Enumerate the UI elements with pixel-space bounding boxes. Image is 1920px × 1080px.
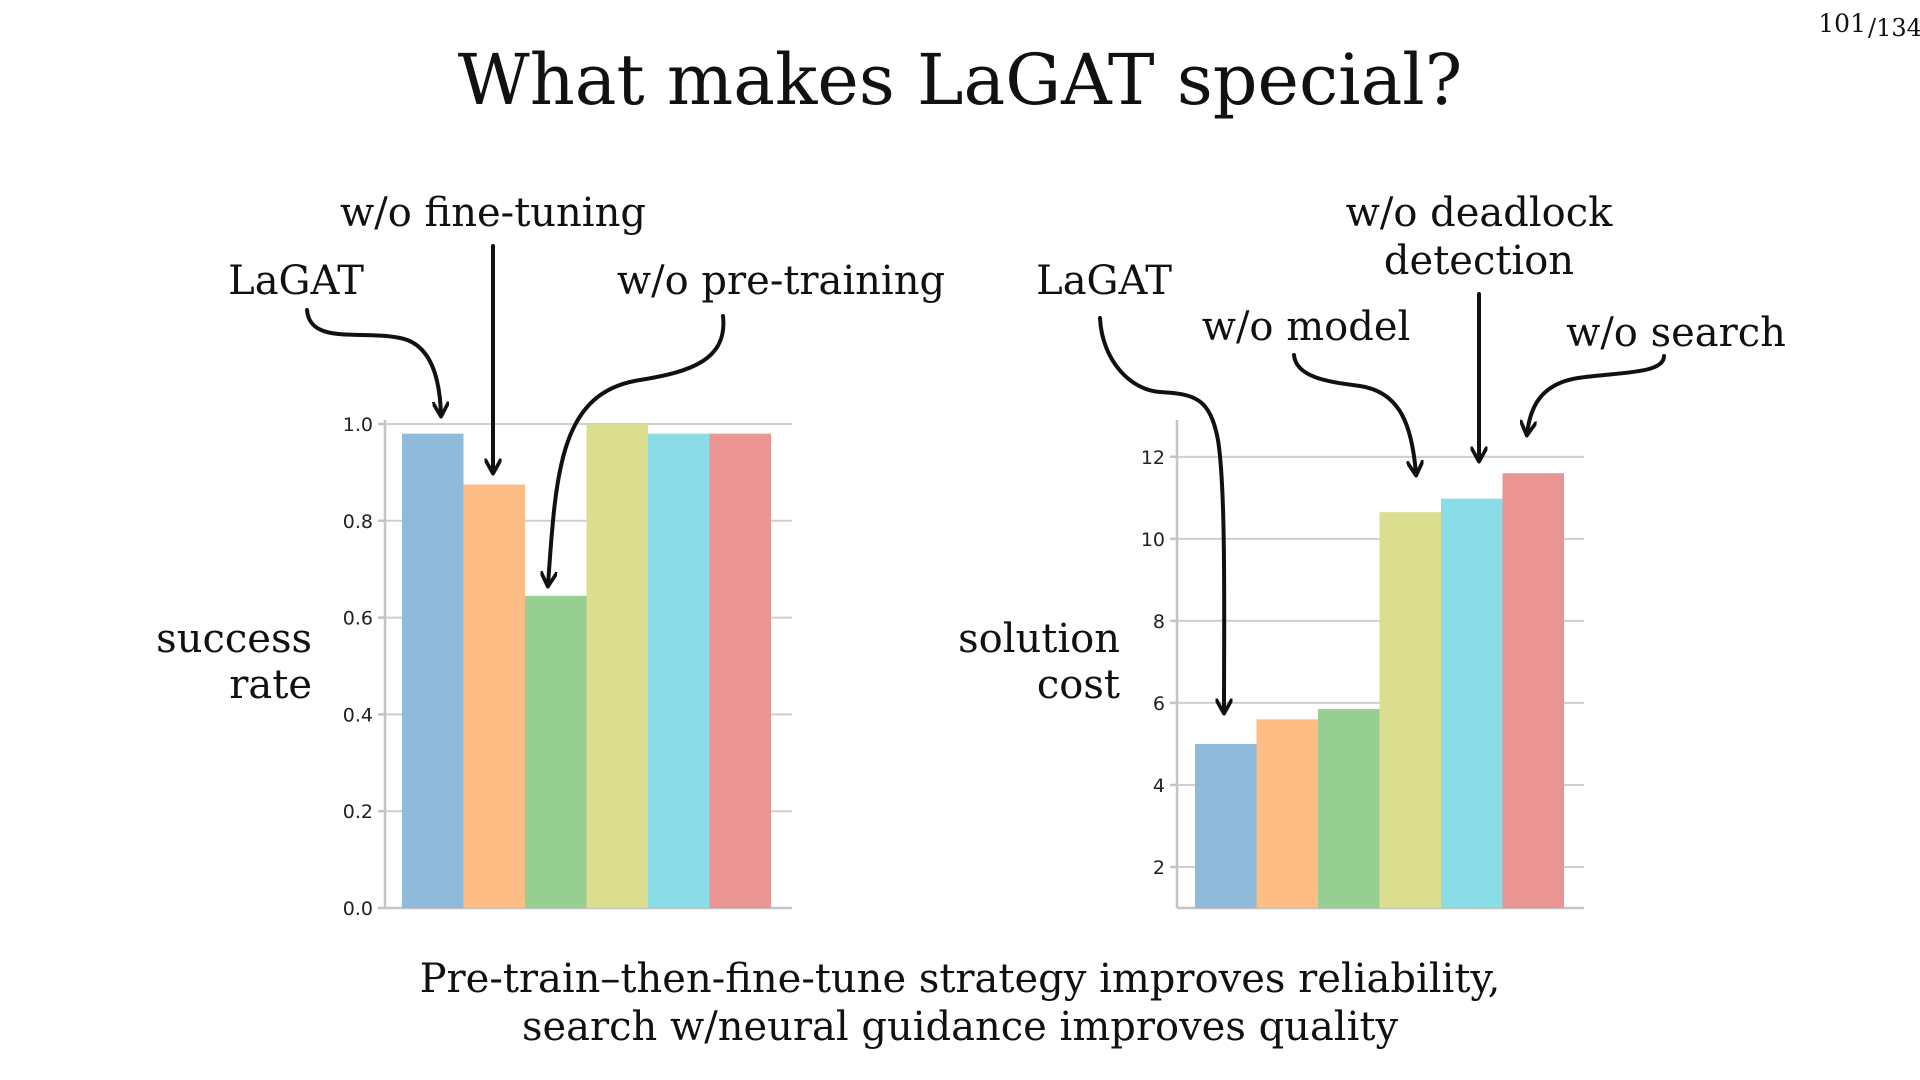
success-rate-chart: success rate 0.0 0.2 0.4 0.6 0.8 1.0 LaGAT w/…: [156, 190, 945, 920]
success-rate-ylabel-line1: success: [156, 616, 312, 662]
annotation-wo-search: w/o search: [1566, 310, 1786, 356]
solution-cost-bar-5: [1441, 498, 1503, 908]
solution-cost-chart: solution cost 2 4 6 8 10 12 LaGAT w/o model w…: [958, 190, 1786, 910]
solution-cost-ylabel-line1: solution: [958, 616, 1120, 662]
success-rate-bar-2: [463, 484, 525, 908]
solution-cost-bar-1: [1195, 743, 1257, 908]
solution-cost-tick-label: 2: [1153, 857, 1165, 879]
arrow-wo-search: [1527, 354, 1666, 434]
solution-cost-tick-label: 12: [1141, 447, 1165, 469]
annotation-wo-fine-tuning: w/o fine-tuning: [340, 190, 646, 236]
annotation-lagat-cost: LaGAT: [1036, 258, 1172, 304]
arrow-wo-model: [1292, 353, 1416, 474]
success-rate-bar-1: [402, 433, 464, 908]
success-rate-tick-label: 0.2: [343, 801, 373, 823]
arrow-lagat-cost: [1098, 316, 1224, 712]
slide-title: What makes LaGAT special?: [458, 39, 1462, 121]
success-rate-tick-label: 1.0: [343, 414, 373, 436]
solution-cost-bar-6: [1502, 473, 1564, 908]
solution-cost-tick-label: 6: [1153, 693, 1165, 715]
annotation-wo-pre-training: w/o pre-training: [617, 258, 945, 304]
page-number-current: 101: [1818, 9, 1866, 38]
solution-cost-tick-label: 4: [1153, 775, 1165, 797]
solution-cost-bar-3: [1318, 709, 1380, 908]
success-rate-tick-label: 0.0: [343, 898, 373, 920]
solution-cost-tick-label: 8: [1153, 611, 1165, 633]
annotation-detection: detection: [1384, 238, 1574, 284]
success-rate-bar-3: [525, 595, 587, 908]
solution-cost-bar-4: [1379, 512, 1441, 908]
success-rate-tick-label: 0.8: [343, 511, 373, 533]
arrow-lagat: [305, 308, 441, 415]
arrow-wo-pre-training: [548, 314, 726, 585]
success-rate-bar-4: [586, 424, 648, 908]
solution-cost-tick-label: 10: [1141, 529, 1165, 551]
annotation-lagat: LaGAT: [228, 258, 364, 304]
success-rate-tick-label: 0.6: [343, 608, 373, 630]
success-rate-ylabel-line2: rate: [229, 662, 312, 708]
page-number-total: /134: [1868, 14, 1920, 42]
solution-cost-ylabel-line2: cost: [1037, 662, 1120, 708]
caption-line-1: Pre-train–then-fine-tune strategy improv…: [420, 956, 1501, 1002]
solution-cost-bar-2: [1256, 719, 1318, 908]
success-rate-bar-6: [709, 433, 771, 908]
annotation-wo-deadlock: w/o deadlock: [1346, 190, 1614, 236]
annotation-wo-model: w/o model: [1202, 304, 1411, 350]
success-rate-tick-label: 0.4: [343, 704, 373, 726]
caption-line-2: search w/neural guidance improves qualit…: [522, 1004, 1399, 1050]
success-rate-bar-5: [648, 433, 710, 908]
